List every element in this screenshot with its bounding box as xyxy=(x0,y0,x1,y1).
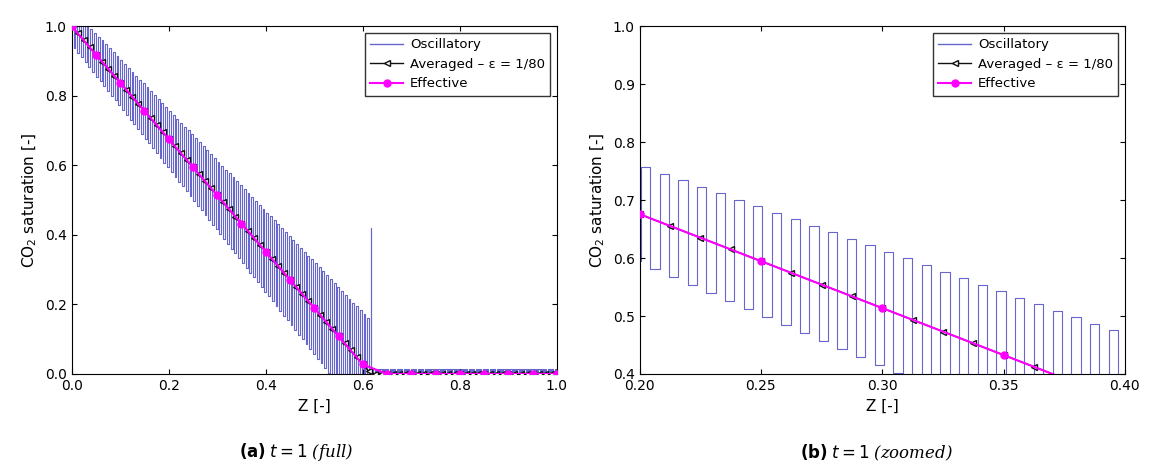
Legend: Oscillatory, Averaged – ε = 1/80, Effective: Oscillatory, Averaged – ε = 1/80, Effect… xyxy=(933,33,1118,96)
X-axis label: Z [-]: Z [-] xyxy=(866,398,899,413)
Text: $\mathbf{(a)}$$\;t = 1\;$(full): $\mathbf{(a)}$$\;t = 1\;$(full) xyxy=(239,440,353,463)
Y-axis label: CO$_2$ saturation [-]: CO$_2$ saturation [-] xyxy=(21,132,39,268)
Text: $\mathbf{(b)}$$\;t = 1\;$(zoomed): $\mathbf{(b)}$$\;t = 1\;$(zoomed) xyxy=(800,442,953,463)
X-axis label: Z [-]: Z [-] xyxy=(298,398,331,413)
Legend: Oscillatory, Averaged – ε = 1/80, Effective: Oscillatory, Averaged – ε = 1/80, Effect… xyxy=(366,33,550,96)
Y-axis label: CO$_2$ saturation [-]: CO$_2$ saturation [-] xyxy=(589,132,607,268)
